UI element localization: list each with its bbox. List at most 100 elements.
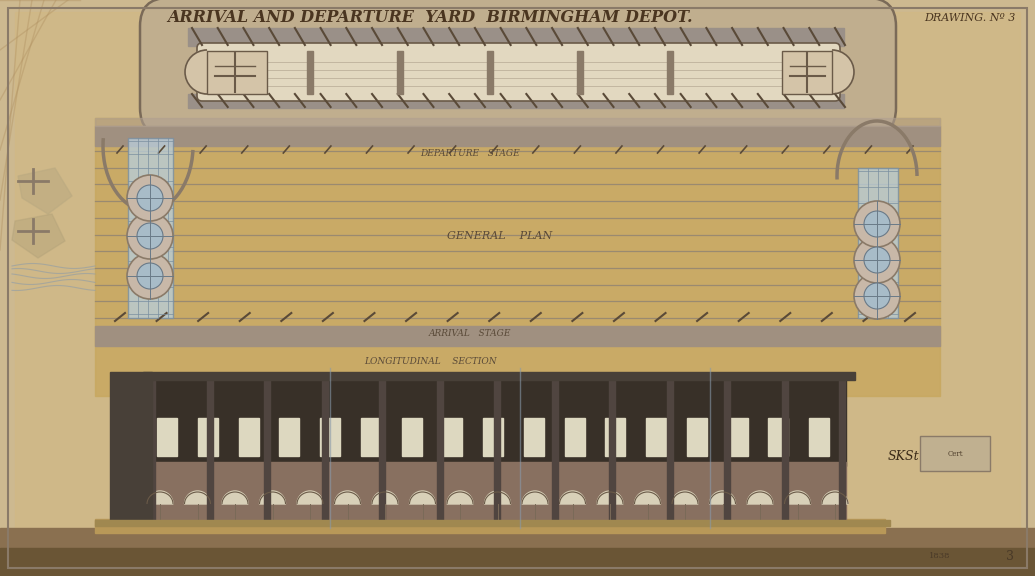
Bar xyxy=(143,372,855,380)
Wedge shape xyxy=(672,491,698,504)
Bar xyxy=(646,418,666,456)
Wedge shape xyxy=(634,491,660,504)
Bar xyxy=(322,374,327,522)
Bar xyxy=(95,126,940,146)
Bar xyxy=(576,51,583,94)
Bar xyxy=(279,418,299,456)
Bar xyxy=(0,528,1035,576)
Wedge shape xyxy=(560,491,586,504)
Bar xyxy=(0,548,1035,576)
Circle shape xyxy=(137,185,162,211)
Text: DRAWING. Nº 3: DRAWING. Nº 3 xyxy=(924,13,1015,23)
Bar xyxy=(207,374,212,522)
Circle shape xyxy=(864,283,890,309)
Circle shape xyxy=(137,263,162,289)
Bar xyxy=(564,418,585,456)
Bar xyxy=(320,418,341,456)
Bar xyxy=(487,51,493,94)
Text: ARRIVAL AND DEPARTURE  YARD  BIRMINGHAM DEPOT.: ARRIVAL AND DEPARTURE YARD BIRMINGHAM DE… xyxy=(168,9,692,26)
Bar xyxy=(781,374,788,522)
Bar xyxy=(128,138,173,318)
Bar xyxy=(728,418,747,456)
Bar xyxy=(198,418,217,456)
Circle shape xyxy=(127,253,173,299)
Wedge shape xyxy=(597,491,623,504)
Bar xyxy=(782,51,832,94)
Bar xyxy=(809,418,829,456)
Wedge shape xyxy=(221,491,248,504)
Wedge shape xyxy=(484,491,510,504)
Wedge shape xyxy=(297,491,323,504)
Bar xyxy=(361,418,381,456)
Bar xyxy=(442,418,463,456)
Bar xyxy=(95,118,940,396)
Polygon shape xyxy=(18,168,72,214)
Bar xyxy=(95,520,890,526)
Circle shape xyxy=(854,237,900,283)
Bar xyxy=(609,374,615,522)
Bar xyxy=(402,418,421,456)
Circle shape xyxy=(864,247,890,273)
Wedge shape xyxy=(185,50,207,94)
Wedge shape xyxy=(372,491,398,504)
Text: 3: 3 xyxy=(1006,550,1014,563)
Bar xyxy=(768,418,789,456)
FancyBboxPatch shape xyxy=(197,43,840,101)
Polygon shape xyxy=(12,214,65,258)
Bar xyxy=(437,374,443,522)
Bar xyxy=(188,28,844,46)
Bar xyxy=(920,436,990,471)
Bar xyxy=(110,372,152,522)
Text: SKSt: SKSt xyxy=(888,449,920,463)
Circle shape xyxy=(854,201,900,247)
Bar xyxy=(397,51,403,94)
Wedge shape xyxy=(822,491,848,504)
Bar xyxy=(494,374,500,522)
Bar xyxy=(379,374,385,522)
Bar xyxy=(148,378,846,466)
Text: ARRIVAL   STAGE: ARRIVAL STAGE xyxy=(428,329,511,339)
Bar xyxy=(552,374,558,522)
Wedge shape xyxy=(410,491,436,504)
Circle shape xyxy=(137,223,162,249)
Wedge shape xyxy=(522,491,548,504)
Text: Cert: Cert xyxy=(947,450,963,458)
Bar xyxy=(95,519,885,533)
Wedge shape xyxy=(747,491,773,504)
Wedge shape xyxy=(260,491,286,504)
Bar xyxy=(724,374,730,522)
Text: DEPARTURE   STAGE: DEPARTURE STAGE xyxy=(420,150,520,158)
Wedge shape xyxy=(447,491,473,504)
Bar xyxy=(307,51,313,94)
Circle shape xyxy=(127,175,173,221)
Text: 1838: 1838 xyxy=(929,552,951,560)
Bar xyxy=(264,374,270,522)
Text: LONGITUDINAL    SECTION: LONGITUDINAL SECTION xyxy=(363,357,497,366)
Bar xyxy=(667,51,673,94)
Bar xyxy=(238,418,259,456)
Wedge shape xyxy=(710,491,736,504)
Bar xyxy=(95,118,940,126)
Text: GENERAL    PLAN: GENERAL PLAN xyxy=(447,231,553,241)
Circle shape xyxy=(864,211,890,237)
Bar xyxy=(839,374,845,522)
Bar xyxy=(188,94,844,108)
Bar xyxy=(483,418,503,456)
Bar xyxy=(149,374,155,522)
Bar xyxy=(667,374,673,522)
Bar xyxy=(858,168,898,318)
Bar xyxy=(207,51,267,94)
Bar xyxy=(157,418,177,456)
FancyBboxPatch shape xyxy=(140,0,896,136)
Wedge shape xyxy=(334,491,360,504)
Bar xyxy=(687,418,707,456)
Wedge shape xyxy=(785,491,810,504)
Circle shape xyxy=(127,213,173,259)
Bar xyxy=(95,326,940,346)
Wedge shape xyxy=(147,491,173,504)
Bar xyxy=(148,462,846,522)
Wedge shape xyxy=(184,491,210,504)
Bar xyxy=(524,418,543,456)
Circle shape xyxy=(854,273,900,319)
Bar xyxy=(605,418,625,456)
